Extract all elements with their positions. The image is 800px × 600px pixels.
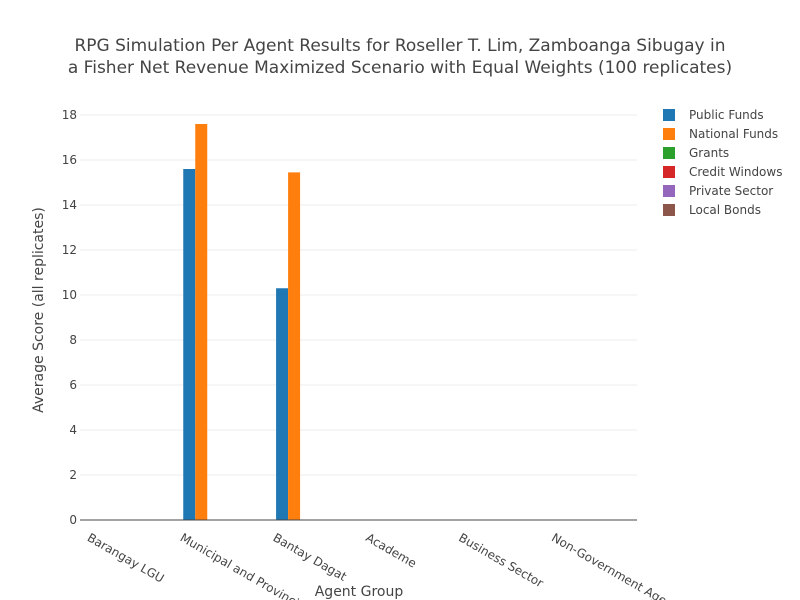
x-tick-label: Barangay LGU <box>85 530 167 585</box>
y-tick-label: 12 <box>62 243 77 257</box>
legend-item[interactable]: Grants <box>663 146 729 160</box>
legend-item[interactable]: Local Bonds <box>663 203 761 217</box>
legend-label: Public Funds <box>689 108 764 122</box>
y-tick-label: 14 <box>62 198 77 212</box>
y-tick-label: 0 <box>69 513 77 527</box>
x-tick-label: Bantay Dagat <box>271 530 350 583</box>
legend-item[interactable]: National Funds <box>663 127 778 141</box>
y-tick-label: 16 <box>62 153 77 167</box>
y-axis-title: Average Score (all replicates) <box>31 207 47 413</box>
legend-item[interactable]: Public Funds <box>663 108 764 122</box>
chart-title-line-1: RPG Simulation Per Agent Results for Ros… <box>74 36 725 56</box>
legend-label: Private Sector <box>689 184 773 198</box>
bar[interactable] <box>276 288 289 520</box>
bar[interactable] <box>183 169 196 520</box>
y-tick-label: 2 <box>69 468 77 482</box>
legend-label: Grants <box>689 146 729 160</box>
y-tick-label: 4 <box>69 423 77 437</box>
y-tick-label: 8 <box>69 333 77 347</box>
legend-swatch <box>663 166 675 178</box>
legend-swatch <box>663 204 675 216</box>
bar[interactable] <box>288 172 301 520</box>
x-tick-label: Non-Government Agencies <box>549 530 696 600</box>
legend-swatch <box>663 185 675 197</box>
legend-label: National Funds <box>689 127 778 141</box>
legend-swatch <box>663 109 675 121</box>
legend-label: Local Bonds <box>689 203 761 217</box>
x-tick-label: Business Sector <box>456 530 546 590</box>
legend-label: Credit Windows <box>689 165 782 179</box>
gridlines <box>80 114 637 476</box>
bars <box>183 124 301 520</box>
legend-item[interactable]: Credit Windows <box>663 165 782 179</box>
bar[interactable] <box>195 124 208 520</box>
legend[interactable]: Public Funds National Funds Grants Credit W… <box>663 108 782 217</box>
x-axis-title: Agent Group <box>315 584 404 600</box>
y-tick-label: 10 <box>62 288 77 302</box>
chart-title: RPG Simulation Per Agent Results for Ros… <box>68 36 732 78</box>
chart-title-line-2: a Fisher Net Revenue Maximized Scenario … <box>68 58 732 78</box>
y-tick-label: 6 <box>69 378 77 392</box>
legend-item[interactable]: Private Sector <box>663 184 773 198</box>
y-tick-label: 18 <box>62 108 77 122</box>
legend-swatch <box>663 128 675 140</box>
legend-swatch <box>663 147 675 159</box>
x-tick-label: Academe <box>363 530 419 570</box>
y-tick-labels: 0 2 4 6 8 10 12 14 16 18 <box>62 108 77 527</box>
